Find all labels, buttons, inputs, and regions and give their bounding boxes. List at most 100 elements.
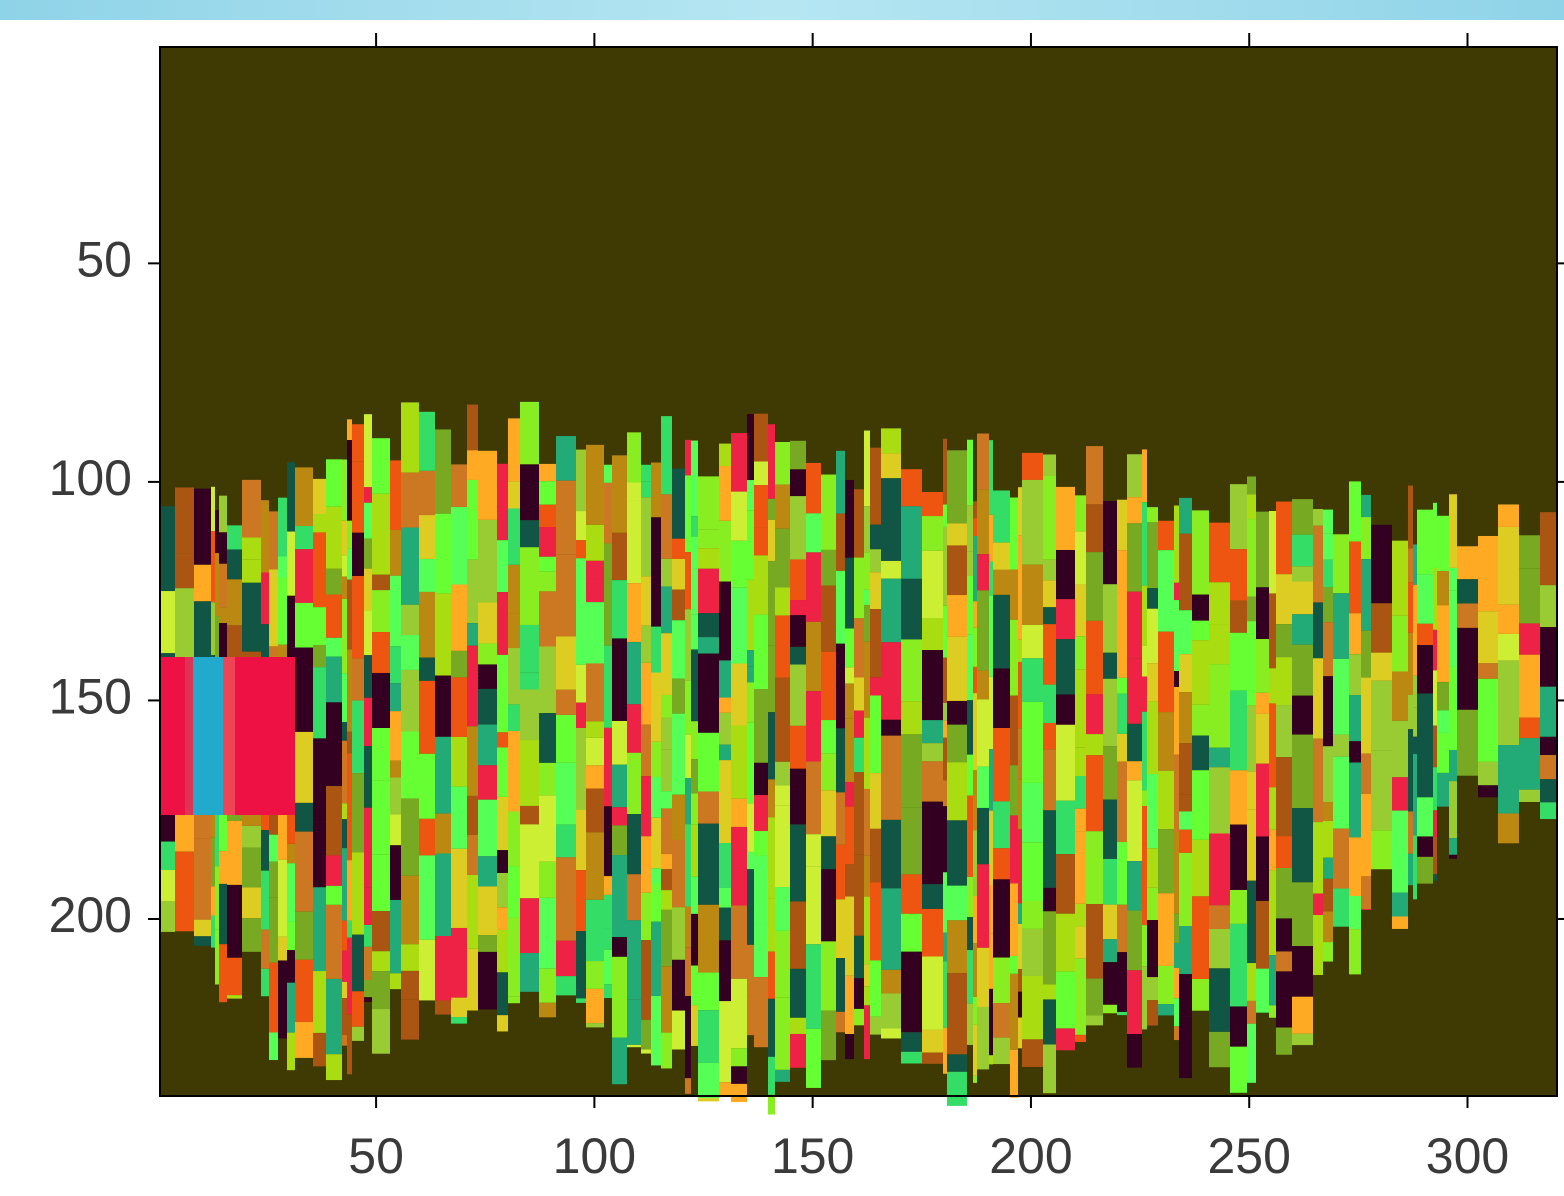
image-pixel (1433, 503, 1437, 568)
image-pixel (539, 505, 556, 527)
image-pixel (806, 834, 821, 866)
image-pixel (1498, 605, 1519, 634)
image-pixel (1158, 521, 1174, 550)
image-pixel (1103, 1005, 1117, 1013)
image-pixel (352, 935, 364, 992)
image-pixel (1478, 663, 1498, 678)
image-pixel (342, 848, 347, 920)
image-pixel (1086, 755, 1103, 831)
image-pixel (326, 657, 342, 703)
image-pixel (1209, 833, 1230, 905)
image-pixel (1292, 535, 1313, 567)
image-pixel (1022, 842, 1043, 901)
image-pixel (1117, 550, 1127, 593)
image-pixel (352, 533, 364, 576)
image-pixel (1256, 587, 1269, 639)
image-pixel (227, 821, 242, 885)
image-pixel (1540, 737, 1557, 755)
image-pixel (1158, 893, 1174, 966)
image-pixel (313, 822, 326, 887)
image-pixel (372, 728, 390, 780)
image-pixel (520, 689, 539, 740)
image-pixel (836, 728, 845, 792)
image-pixel (419, 471, 435, 515)
image-pixel (947, 637, 967, 701)
image-pixel (1417, 797, 1433, 836)
image-pixel (881, 428, 901, 453)
image-pixel (451, 998, 467, 1017)
image-pixel (1158, 966, 1174, 1004)
image-pixel (719, 843, 731, 888)
image-pixel (672, 960, 685, 1011)
image-pixel (419, 819, 435, 856)
image-pixel (627, 920, 641, 999)
image-pixel (1371, 681, 1392, 750)
image-pixel (845, 667, 854, 683)
image-pixel (326, 979, 342, 1054)
image-pixel (1018, 969, 1022, 992)
image-pixel (1230, 633, 1247, 691)
image-pixel (342, 741, 347, 804)
image-pixel (1179, 1017, 1192, 1078)
image-pixel (1313, 509, 1323, 526)
image-pixel (295, 603, 313, 648)
image-pixel (1075, 831, 1086, 904)
image-pixel (947, 762, 967, 820)
image-pixel (1192, 840, 1209, 896)
image-pixel (508, 704, 520, 731)
image-pixel (576, 703, 586, 728)
image-pixel (731, 664, 747, 726)
image-pixel (1408, 811, 1413, 853)
image-pixel (1247, 963, 1256, 1001)
image-pixel (1147, 977, 1158, 1000)
image-pixel (278, 937, 287, 961)
image-pixel (881, 720, 901, 736)
image-pixel (768, 520, 775, 561)
image-pixel (1158, 771, 1174, 829)
image-pixel (1174, 506, 1179, 583)
image-pixel (947, 820, 967, 885)
image-pixel (627, 583, 641, 642)
image-pixel (1209, 968, 1230, 1032)
image-pixel (1230, 1047, 1247, 1093)
image-pixel (845, 976, 854, 1034)
image-pixel (719, 745, 731, 761)
image-pixel (691, 877, 698, 914)
image-pixel (194, 920, 211, 937)
image-pixel (719, 1082, 731, 1095)
image-pixel (1457, 628, 1478, 710)
image-pixel (1449, 667, 1457, 750)
image-pixel (1147, 507, 1158, 522)
image-pixel (993, 595, 1010, 669)
image-pixel (1209, 905, 1230, 929)
image-pixel (451, 584, 467, 650)
image-pixel (641, 1049, 651, 1053)
image-pixel (989, 749, 993, 811)
image-pixel (261, 830, 269, 871)
image-pixel (1478, 762, 1498, 785)
image-pixel (401, 798, 419, 875)
image-pixel (698, 613, 719, 637)
image-pixel (1179, 534, 1192, 611)
image-pixel (661, 416, 672, 494)
image-pixel (1519, 718, 1540, 739)
image-pixel (1127, 523, 1142, 591)
image-pixel (1392, 671, 1408, 720)
image-pixel (854, 936, 864, 978)
image-pixel (295, 912, 313, 960)
image-pixel (1018, 1017, 1022, 1048)
image-pixel (943, 962, 947, 1028)
image-pixel (1323, 587, 1333, 622)
image-pixel (269, 511, 278, 569)
image-pixel (401, 473, 419, 528)
image-pixel (768, 499, 775, 520)
image-pixel (901, 874, 922, 913)
image-pixel (508, 731, 520, 812)
image-area (160, 47, 1557, 1114)
image-pixel (1276, 918, 1292, 951)
image-pixel (612, 855, 627, 937)
image-pixel (993, 490, 1010, 542)
image-pixel (1043, 999, 1056, 1044)
image-pixel (1292, 645, 1313, 696)
image-pixel (836, 514, 845, 571)
